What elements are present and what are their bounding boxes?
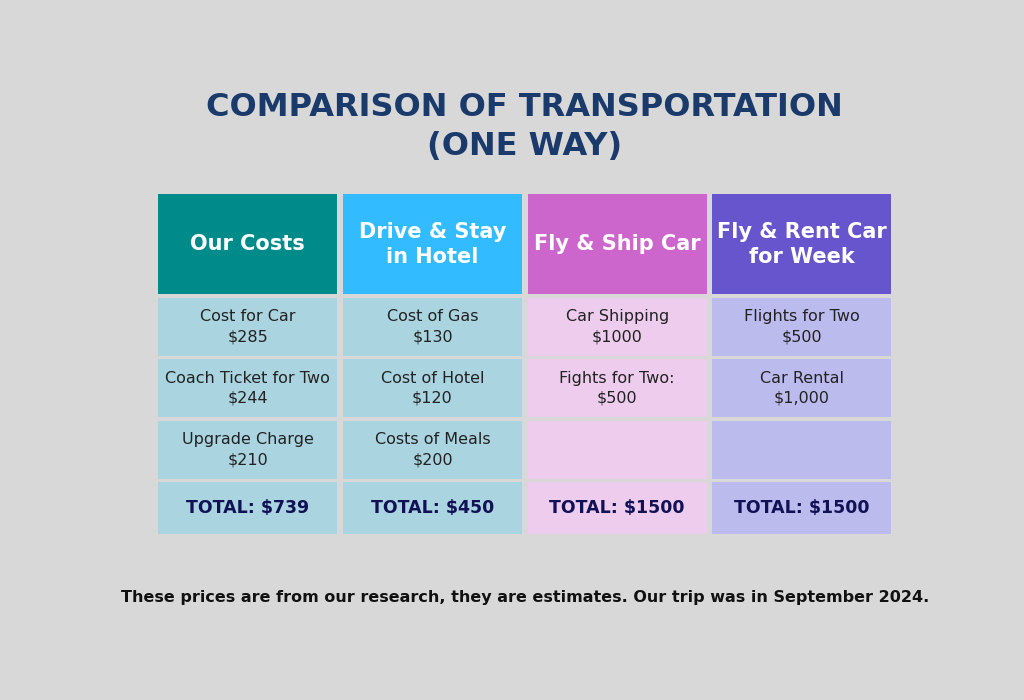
Text: COMPARISON OF TRANSPORTATION
(ONE WAY): COMPARISON OF TRANSPORTATION (ONE WAY): [207, 92, 843, 162]
Bar: [343, 195, 522, 294]
Text: Cost of Gas
$130: Cost of Gas $130: [387, 309, 478, 344]
Text: Fights for Two:
$500: Fights for Two: $500: [559, 370, 675, 406]
Text: TOTAL: $1500: TOTAL: $1500: [734, 499, 869, 517]
Text: Upgrade Charge
$210: Upgrade Charge $210: [182, 432, 313, 468]
Bar: [343, 298, 522, 356]
Bar: [158, 298, 337, 356]
Text: Fly & Rent Car
for Week: Fly & Rent Car for Week: [717, 222, 887, 267]
Bar: [527, 482, 707, 533]
Text: Flights for Two
$500: Flights for Two $500: [744, 309, 860, 344]
Text: These prices are from our research, they are estimates. Our trip was in Septembe: These prices are from our research, they…: [121, 589, 929, 605]
Bar: [343, 359, 522, 417]
Bar: [343, 482, 522, 533]
Bar: [713, 359, 892, 417]
Text: Fly & Ship Car: Fly & Ship Car: [534, 234, 700, 254]
Text: Cost for Car
$285: Cost for Car $285: [200, 309, 296, 344]
Bar: [158, 482, 337, 533]
Text: TOTAL: $450: TOTAL: $450: [371, 499, 494, 517]
Text: TOTAL: $1500: TOTAL: $1500: [550, 499, 685, 517]
Text: Car Shipping
$1000: Car Shipping $1000: [565, 309, 669, 344]
Text: Drive & Stay
in Hotel: Drive & Stay in Hotel: [358, 222, 506, 267]
Bar: [713, 298, 892, 356]
Bar: [713, 195, 892, 294]
Bar: [713, 421, 892, 479]
Text: TOTAL: $739: TOTAL: $739: [186, 499, 309, 517]
Bar: [343, 421, 522, 479]
Text: Cost of Hotel
$120: Cost of Hotel $120: [381, 370, 484, 406]
Text: Car Rental
$1,000: Car Rental $1,000: [760, 370, 844, 406]
Bar: [527, 195, 707, 294]
Bar: [158, 359, 337, 417]
Bar: [158, 421, 337, 479]
Text: Costs of Meals
$200: Costs of Meals $200: [375, 432, 490, 468]
Bar: [527, 359, 707, 417]
Text: Our Costs: Our Costs: [190, 234, 305, 254]
Bar: [158, 195, 337, 294]
Bar: [527, 421, 707, 479]
Bar: [713, 482, 892, 533]
Text: Coach Ticket for Two
$244: Coach Ticket for Two $244: [165, 370, 330, 406]
Bar: [527, 298, 707, 356]
